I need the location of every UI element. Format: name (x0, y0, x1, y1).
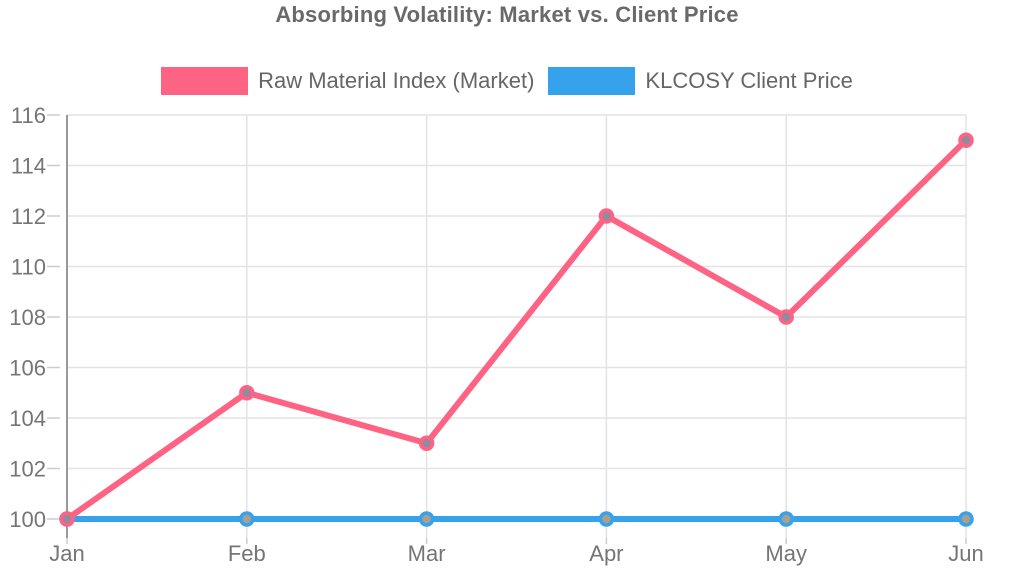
chart-title: Absorbing Volatility: Market vs. Client … (275, 2, 739, 27)
data-point-client-May[interactable] (778, 511, 794, 527)
data-point-market-Apr[interactable] (598, 208, 615, 224)
data-point-client-Mar[interactable] (418, 511, 435, 527)
y-tick-label: 102 (9, 457, 46, 482)
x-tick-label: May (765, 541, 807, 566)
series-line-market (64, 137, 969, 522)
y-tick-label: 110 (11, 255, 46, 280)
y-tick-label: 104 (9, 406, 46, 431)
x-tick-label: Jun (948, 541, 983, 566)
legend-label-market: Raw Material Index (Market) (258, 68, 535, 93)
legend-swatch-market (161, 67, 249, 95)
y-tick-label: 108 (9, 305, 46, 330)
x-tick-label: Feb (228, 541, 266, 566)
y-tick-label: 112 (11, 204, 46, 229)
data-point-market-Feb[interactable] (239, 385, 255, 401)
data-point-market-Jan[interactable] (59, 511, 75, 527)
data-point-client-Apr[interactable] (598, 511, 615, 527)
chart-legend: Raw Material Index (Market) KLCOSY Clien… (0, 66, 1014, 96)
y-tick-label: 106 (9, 356, 46, 381)
x-tick-label: Mar (408, 541, 446, 566)
data-point-market-Jun[interactable] (958, 132, 974, 148)
data-point-market-May[interactable] (778, 309, 794, 325)
data-point-client-Jun[interactable] (958, 511, 974, 527)
legend-swatch-client (548, 67, 636, 95)
x-tick-label: Jan (49, 541, 84, 566)
x-tick-label: Apr (589, 541, 623, 566)
legend-item-market[interactable]: Raw Material Index (Market) (161, 67, 534, 95)
y-tick-label: 100 (9, 507, 46, 532)
y-tick-label: 116 (11, 103, 46, 128)
data-point-market-Mar[interactable] (418, 435, 435, 451)
legend-item-client[interactable]: KLCOSY Client Price (548, 67, 853, 95)
legend-label-client: KLCOSY Client Price (645, 68, 853, 93)
y-tick-label: 114 (11, 154, 46, 179)
data-point-client-Feb[interactable] (239, 511, 255, 527)
